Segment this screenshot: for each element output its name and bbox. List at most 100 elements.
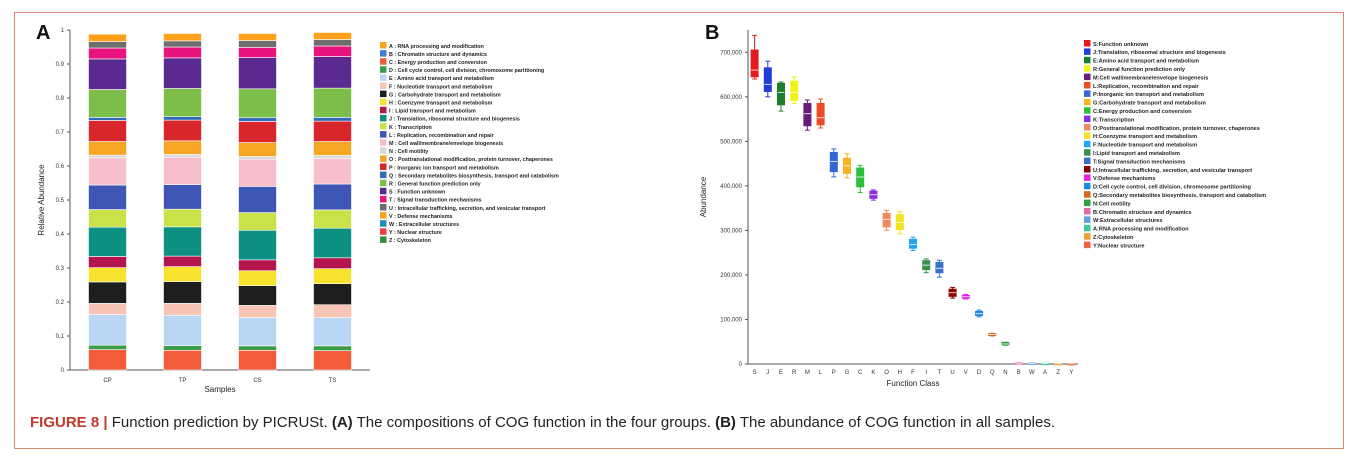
legend-label: F:Nucleotide transport and metabolism — [1093, 143, 1197, 149]
box-body — [856, 167, 865, 188]
legend-label: I:Lipid transport and metabolism — [1093, 151, 1180, 157]
bar-segment — [88, 349, 127, 371]
legend-swatch — [1084, 224, 1091, 232]
legend-swatch — [1084, 199, 1091, 207]
bar-segment — [163, 349, 202, 371]
bar-segment — [163, 184, 202, 210]
bar-segment — [88, 157, 127, 186]
box-body — [816, 102, 825, 126]
bar-segment — [313, 158, 352, 185]
legend-label: B : Chromatin structure and dynamics — [389, 52, 487, 58]
legend-label: J : Translation, ribosomal structure and… — [389, 117, 520, 123]
bar-segment — [163, 281, 202, 304]
legend-label: G:Carbohydrate transport and metabolism — [1093, 101, 1206, 107]
y-tick-label: 0 — [61, 368, 65, 374]
bar-segment — [88, 58, 127, 90]
legend-swatch — [380, 139, 387, 146]
box-body — [790, 80, 799, 101]
bar-segment — [88, 41, 127, 49]
legend-swatch — [1084, 191, 1091, 198]
legend-swatch — [1084, 40, 1091, 47]
bar-segment — [238, 186, 277, 213]
x-tick-label: N — [1003, 370, 1007, 376]
x-tick-label: W — [1029, 370, 1035, 376]
legend-swatch — [380, 82, 387, 89]
y-axis-label: Abundance — [699, 176, 708, 217]
legend-swatch — [380, 50, 387, 57]
caption-a-text: The compositions of COG function in the … — [356, 414, 711, 431]
bar-segment — [88, 154, 127, 159]
y-tick-label: 1 — [61, 28, 65, 34]
x-tick-label: TP — [179, 378, 187, 384]
legend-swatch — [380, 74, 387, 81]
legend-swatch — [1084, 82, 1091, 89]
bar-segment — [313, 345, 352, 351]
legend-swatch — [380, 90, 387, 98]
box-body — [803, 102, 812, 127]
legend-swatch — [1084, 56, 1091, 64]
legend-label: V : Defense mechanisms — [389, 214, 453, 220]
legend-swatch — [380, 179, 387, 187]
legend-label: A:RNA processing and modification — [1093, 227, 1189, 233]
legend-label: Q : Secondary metabolites biosynthesis, … — [389, 173, 559, 179]
legend-label: R:General function prediction only — [1093, 67, 1186, 73]
bar-segment — [88, 184, 127, 210]
legend-swatch — [380, 195, 387, 203]
legend-swatch — [1084, 166, 1091, 173]
legend-swatch — [380, 106, 387, 114]
legend-label: T : Signal transduction mechanisms — [389, 198, 482, 204]
bar-segment — [238, 349, 277, 371]
bar-segment — [238, 212, 277, 231]
bar-segment — [163, 208, 202, 228]
bar-segment — [313, 283, 352, 306]
bar-segment — [238, 158, 277, 187]
legend-label: M:Cell wall/membrane/envelope biogenesis — [1093, 75, 1208, 81]
legend-label: C : Energy production and conversion — [389, 60, 487, 66]
legend-label: U:Intracellular trafficking, secretion, … — [1093, 168, 1252, 174]
legend-label: D:Cell cycle control, cell division, chr… — [1093, 185, 1251, 191]
bar-segment — [163, 266, 202, 282]
legend-swatch — [1084, 182, 1091, 190]
x-tick-label: E — [779, 370, 783, 376]
bar-segment — [88, 89, 127, 118]
legend-swatch — [1084, 107, 1091, 114]
x-tick-label: L — [819, 370, 823, 376]
legend-label: O:Posttranslational modification, protei… — [1093, 126, 1260, 132]
x-tick-label: O — [884, 370, 889, 376]
bar-segment — [88, 120, 127, 142]
x-tick-label: Z — [1056, 370, 1060, 376]
legend-label: H:Coenzyme transport and metabolism — [1093, 134, 1197, 140]
box-body — [750, 49, 759, 78]
x-tick-label: M — [805, 370, 810, 376]
legend-swatch — [1084, 124, 1091, 131]
bar-segment — [238, 121, 277, 143]
bar-segment — [163, 140, 202, 155]
bar-segment — [163, 88, 202, 118]
box-body — [882, 212, 891, 228]
bar-segment — [163, 154, 202, 158]
bar-segment — [163, 314, 202, 346]
legend-swatch — [1084, 115, 1091, 123]
bar-segment — [313, 32, 352, 40]
bar-segment — [163, 345, 202, 351]
bar-segment — [88, 226, 127, 257]
legend-swatch — [1084, 140, 1091, 148]
bar-segment — [88, 281, 127, 304]
y-tick-label: 0.4 — [56, 232, 65, 238]
legend-swatch — [380, 123, 387, 130]
legend-swatch — [380, 236, 387, 243]
bar-segment — [88, 33, 127, 42]
legend-swatch — [380, 212, 387, 219]
bar-segment — [313, 45, 352, 57]
x-tick-label: D — [977, 370, 982, 376]
bar-segment — [88, 141, 127, 156]
chart-a-stacked-bar: 0 0.1 0.2 0.3 0.4 0.5 0.6 0.7 0.8 0.9 1 Relative Ab… — [37, 28, 559, 394]
x-axis-label: Function Class — [887, 379, 940, 388]
legend-swatch — [1084, 208, 1091, 215]
legend-label: L : Replication, recombination and repai… — [389, 133, 495, 139]
legend-swatch — [380, 155, 387, 162]
x-tick-label: S — [753, 370, 757, 376]
legend-label: W : Extracellular structures — [389, 222, 459, 228]
x-tick-label: B — [1017, 370, 1021, 376]
x-tick-label: J — [766, 370, 769, 376]
